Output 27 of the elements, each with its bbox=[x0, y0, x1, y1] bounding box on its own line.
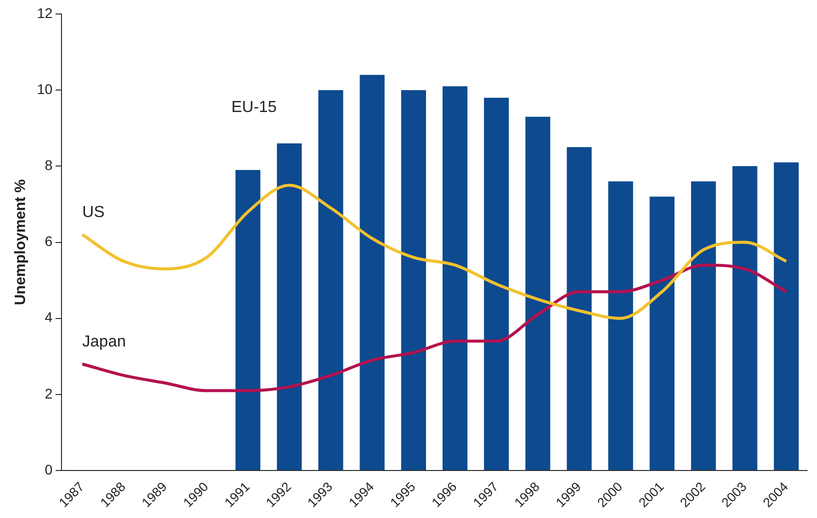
bar bbox=[732, 166, 758, 470]
bar bbox=[442, 86, 468, 470]
bar bbox=[691, 181, 716, 470]
y-tick-label: 0 bbox=[44, 461, 53, 478]
bar bbox=[566, 147, 592, 470]
bar bbox=[484, 98, 509, 470]
y-tick-label: 12 bbox=[36, 4, 53, 21]
bar bbox=[360, 74, 385, 470]
y-tick-label: 6 bbox=[44, 233, 53, 250]
bar bbox=[236, 170, 260, 470]
series-label: Japan bbox=[82, 333, 126, 350]
bar bbox=[318, 90, 344, 470]
y-tick-label: 4 bbox=[44, 309, 53, 326]
y-tick-label: 8 bbox=[44, 157, 53, 174]
bar bbox=[276, 143, 302, 470]
series-label: EU-15 bbox=[231, 98, 277, 116]
bar bbox=[774, 162, 799, 470]
y-axis-title: Unemployment % bbox=[12, 179, 30, 306]
line-series bbox=[80, 264, 788, 392]
y-tick-label: 2 bbox=[44, 385, 53, 402]
bar bbox=[525, 116, 550, 470]
series-label: US bbox=[82, 204, 105, 222]
bar bbox=[401, 90, 426, 470]
y-tick-label: 10 bbox=[36, 80, 53, 97]
line-series bbox=[80, 184, 788, 320]
bar bbox=[650, 196, 674, 470]
bar bbox=[608, 181, 634, 470]
